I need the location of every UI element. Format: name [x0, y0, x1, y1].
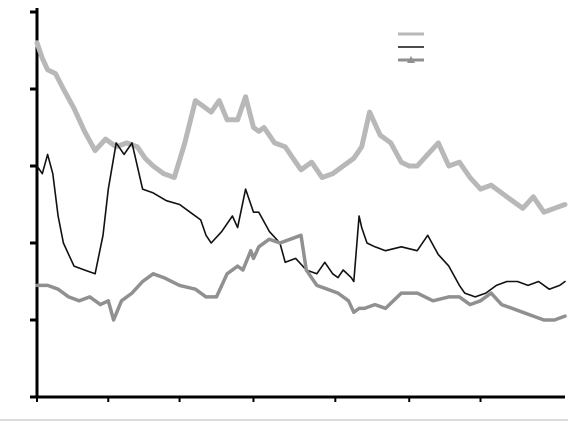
chart-legend — [398, 32, 424, 63]
series-layer — [34, 40, 568, 322]
series-line-1 — [36, 142, 566, 298]
legend-marker-2 — [407, 56, 415, 63]
series-line-0 — [34, 40, 568, 215]
series-line-2 — [35, 233, 567, 322]
chart-axes — [30, 8, 565, 402]
